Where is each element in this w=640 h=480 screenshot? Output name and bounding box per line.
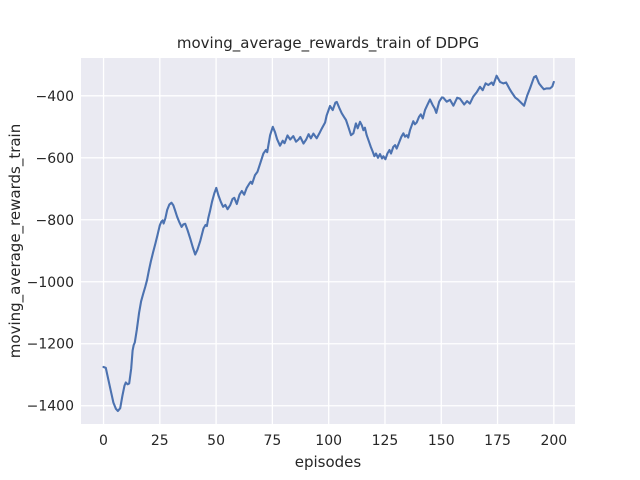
x-tick-label: 175 xyxy=(484,433,511,449)
x-tick-label: 100 xyxy=(315,433,342,449)
y-tick-label: −600 xyxy=(36,151,74,167)
chart-title: moving_average_rewards_train of DDPG xyxy=(177,34,479,53)
x-tick-label: 150 xyxy=(428,433,455,449)
x-tick-label: 75 xyxy=(263,433,281,449)
x-axis-tick-labels: 0 25 50 75 100 125 150 175 200 xyxy=(99,433,567,449)
y-tick-label: −1200 xyxy=(27,337,74,353)
y-axis-tick-labels: −400 −600 −800 −1000 −1200 −1400 xyxy=(27,89,74,415)
x-tick-label: 0 xyxy=(99,433,108,449)
x-tick-label: 50 xyxy=(207,433,225,449)
y-tick-label: −400 xyxy=(36,89,74,105)
y-tick-label: −1400 xyxy=(27,399,74,415)
y-tick-label: −1000 xyxy=(27,275,74,291)
x-axis-label: episodes xyxy=(295,453,362,471)
axes-background xyxy=(81,58,575,424)
line-series-moving-average-rewards xyxy=(102,74,555,413)
x-tick-label: 125 xyxy=(372,433,399,449)
x-tick-label: 200 xyxy=(540,433,567,449)
x-tick-label: 25 xyxy=(151,433,169,449)
y-axis-label: moving_average_rewards_train xyxy=(6,124,25,358)
grid-lines xyxy=(81,58,575,424)
y-tick-label: −800 xyxy=(36,213,74,229)
